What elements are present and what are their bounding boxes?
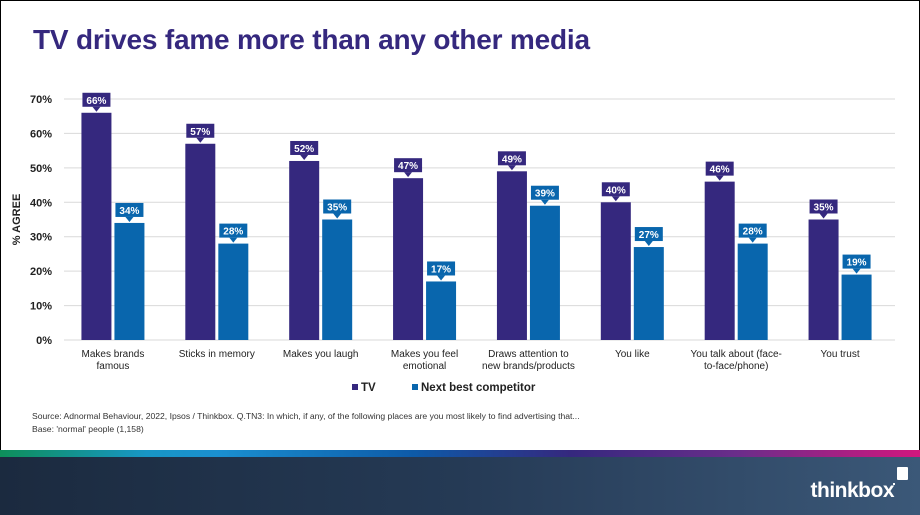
data-label: 27%: [639, 230, 659, 241]
y-tick-label: 0%: [36, 335, 52, 347]
data-label-box: [219, 223, 248, 238]
bar-tv: [81, 112, 112, 340]
x-tick-label: Makes you feel: [391, 349, 458, 360]
data-label-pointer: [404, 172, 413, 178]
data-label-box: [323, 199, 352, 214]
bar-competitor: [841, 274, 872, 340]
x-tick-label: new brands/products: [482, 361, 575, 372]
data-label: 35%: [327, 203, 347, 214]
data-label-pointer: [196, 137, 205, 143]
data-label-pointer: [644, 241, 653, 247]
data-label-pointer: [125, 216, 134, 222]
x-tick-label: You like: [615, 349, 650, 360]
data-label: 39%: [535, 189, 555, 200]
x-tick-label: Makes you laugh: [283, 349, 359, 360]
bar-competitor: [114, 222, 145, 340]
data-label: 28%: [223, 227, 243, 238]
x-tick-label: Draws attention to: [488, 349, 569, 360]
data-label-box: [497, 151, 526, 166]
data-label-pointer: [92, 106, 101, 112]
x-tick-label: famous: [97, 361, 130, 372]
data-label: 47%: [398, 161, 418, 172]
data-label: 49%: [502, 154, 522, 165]
data-label: 34%: [119, 206, 139, 217]
data-label: 40%: [606, 185, 626, 196]
logo-square-icon: [897, 467, 908, 480]
data-label-box: [705, 161, 734, 176]
x-tick-label: to-face/phone): [704, 361, 769, 372]
bar-competitor: [529, 205, 560, 340]
data-label: 52%: [294, 144, 314, 155]
y-tick-label: 10%: [30, 301, 52, 313]
data-label-pointer: [300, 154, 309, 160]
data-label: 57%: [190, 127, 210, 138]
data-label-box: [115, 202, 144, 217]
data-label-pointer: [611, 196, 620, 202]
data-label-pointer: [748, 237, 757, 243]
legend-swatch-competitor: [412, 384, 418, 390]
data-label-pointer: [507, 165, 516, 171]
bar-tv: [704, 181, 735, 340]
source-line: Source: Adnormal Behaviour, 2022, Ipsos …: [32, 411, 580, 421]
y-tick-label: 70%: [30, 94, 52, 106]
data-label-box: [394, 158, 423, 173]
data-label: 66%: [86, 96, 106, 107]
bar-competitor: [633, 247, 664, 340]
data-label-pointer: [437, 275, 446, 281]
data-label-box: [290, 140, 319, 155]
bar-tv: [496, 171, 527, 340]
bar-chart: 0% 10% 20% 30% 40% 50% 60% 70% % AGREE 66% 34% Make…: [11, 92, 895, 394]
x-tick-label: You trust: [821, 349, 860, 360]
bar-tv: [185, 143, 216, 340]
gradient-stripe: [0, 450, 920, 457]
data-label-box: [842, 254, 871, 269]
data-label-box: [82, 92, 111, 107]
data-label-box: [809, 199, 838, 214]
data-label-box: [601, 182, 630, 197]
bar-competitor: [737, 243, 768, 340]
legend-swatch-tv: [352, 384, 358, 390]
data-label-box: [634, 227, 663, 242]
data-label-box: [186, 123, 215, 138]
data-label-pointer: [715, 175, 724, 181]
bar-tv: [393, 178, 424, 340]
data-label: 17%: [431, 264, 451, 275]
y-tick-label: 50%: [30, 163, 52, 175]
data-label: 19%: [847, 258, 867, 269]
bar-competitor: [218, 243, 249, 340]
data-label-pointer: [819, 213, 828, 219]
footer-bar: thinkbox: [0, 457, 920, 515]
bar-tv: [600, 202, 631, 340]
data-label-box: [427, 261, 456, 276]
bar-competitor: [426, 281, 457, 340]
data-label-pointer: [540, 199, 549, 205]
bar-competitor: [322, 219, 353, 340]
bar-tv: [808, 219, 839, 340]
data-label: 46%: [710, 165, 730, 176]
data-label-pointer: [852, 268, 861, 274]
y-tick-label: 30%: [30, 232, 52, 244]
y-tick-label: 40%: [30, 197, 52, 209]
data-label: 35%: [814, 203, 834, 214]
data-label-box: [530, 185, 559, 200]
legend-label: TV: [361, 382, 376, 394]
logo-dot-icon: [893, 483, 895, 485]
bar-tv: [289, 160, 320, 340]
legend-label: Next best competitor: [421, 382, 536, 394]
data-label-pointer: [229, 237, 238, 243]
data-label-pointer: [333, 213, 342, 219]
y-tick-label: 20%: [30, 266, 52, 278]
slide-title: TV drives fame more than any other media: [33, 24, 590, 55]
x-tick-label: Makes brands: [82, 349, 145, 360]
x-tick-label: Sticks in memory: [179, 349, 255, 360]
x-tick-label: emotional: [403, 361, 446, 372]
thinkbox-logo: thinkbox: [810, 479, 895, 502]
y-axis-label: % AGREE: [11, 194, 23, 246]
y-tick-label: 60%: [30, 128, 52, 140]
x-tick-label: You talk about (face-: [691, 349, 782, 360]
base-line: Base: 'normal' people (1,158): [32, 423, 144, 434]
data-label: 28%: [743, 227, 763, 238]
data-label-box: [738, 223, 767, 238]
source-note: Source: Adnormal Behaviour, 2022, Ipsos …: [32, 410, 580, 435]
